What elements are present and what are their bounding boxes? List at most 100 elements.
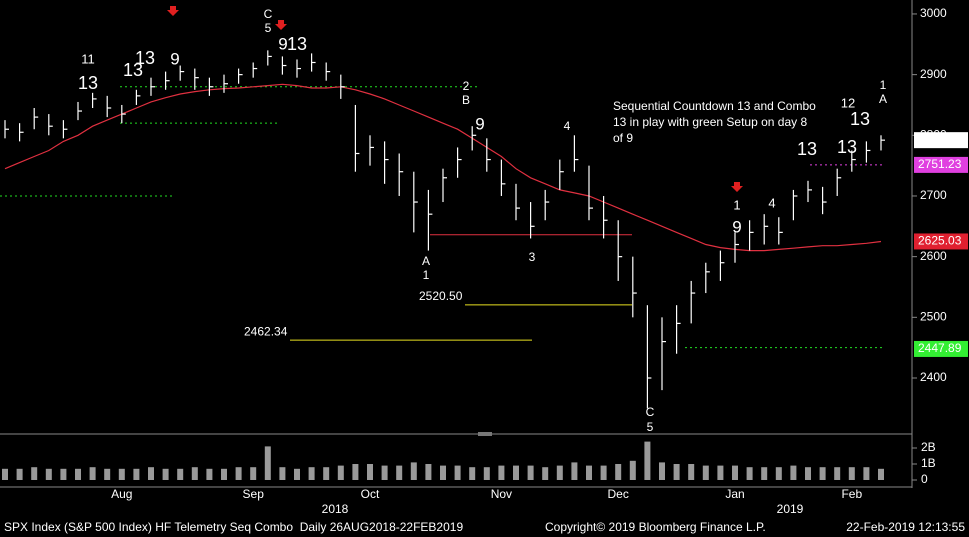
volume-bar bbox=[717, 465, 724, 480]
signal-label: A bbox=[422, 254, 430, 268]
volume-bar bbox=[410, 462, 417, 480]
signal-label: 2 bbox=[463, 79, 470, 93]
volume-bar bbox=[45, 468, 52, 480]
signal-label: 1 bbox=[423, 268, 430, 282]
signal-label: C bbox=[646, 405, 655, 419]
signal-label: 4 bbox=[768, 195, 775, 210]
volume-bar bbox=[118, 468, 125, 480]
signal-label: 5 bbox=[647, 420, 654, 434]
signal-label: B bbox=[462, 93, 470, 107]
volume-bar bbox=[177, 468, 184, 480]
note-text: Sequential Countdown 13 and Combo bbox=[613, 99, 816, 113]
volume-bar bbox=[425, 464, 432, 480]
x-tick-label: Aug bbox=[111, 487, 132, 501]
note-text: of 9 bbox=[613, 131, 633, 145]
signal-label: 13 bbox=[287, 34, 307, 54]
price-tag-label: 2792.01 bbox=[918, 132, 962, 146]
signal-label: 13 bbox=[123, 60, 143, 80]
signal-label: 1 bbox=[733, 197, 740, 212]
volume-bar bbox=[367, 464, 373, 480]
y-tick-label: 2500 bbox=[920, 309, 947, 323]
year-label: 2018 bbox=[322, 502, 349, 516]
signal-label: 1 bbox=[880, 78, 887, 92]
volume-bar bbox=[834, 467, 841, 480]
signal-label: 13 bbox=[837, 137, 857, 157]
volume-tick-label: 2B bbox=[921, 440, 936, 454]
signal-label: 11 bbox=[81, 51, 95, 66]
y-tick-label: 2400 bbox=[920, 370, 947, 384]
signal-arrow bbox=[167, 6, 179, 16]
volume-bar bbox=[337, 465, 344, 480]
y-tick-label: 3000 bbox=[920, 6, 947, 20]
price-tag bbox=[914, 340, 968, 357]
x-tick-label: Nov bbox=[491, 487, 512, 501]
footer-left: SPX Index (S&P 500 Index) HF Telemetry S… bbox=[4, 520, 463, 534]
volume-bar bbox=[805, 467, 811, 480]
year-label: 2019 bbox=[777, 502, 804, 516]
volume-bar bbox=[732, 465, 738, 480]
x-tick-label: Feb bbox=[841, 487, 862, 501]
volume-bar bbox=[75, 468, 81, 480]
volume-bar bbox=[702, 465, 709, 480]
x-tick-label: Jan bbox=[725, 487, 744, 501]
volume-bar bbox=[586, 465, 592, 480]
volume-bar bbox=[498, 465, 505, 480]
signal-label: 9 bbox=[170, 49, 179, 68]
volume-bar bbox=[527, 465, 534, 480]
volume-bar bbox=[162, 468, 169, 480]
signal-label: 9 bbox=[278, 34, 287, 53]
signal-label: 5 bbox=[265, 21, 272, 35]
footer-center: Copyright© 2019 Bloomberg Finance L.P. bbox=[545, 520, 766, 534]
price-tag-label: 2751.23 bbox=[918, 157, 962, 171]
volume-bar bbox=[688, 464, 695, 480]
volume-bar bbox=[323, 467, 330, 480]
volume-bar bbox=[469, 467, 476, 480]
volume-tick-label: 0 bbox=[921, 472, 928, 486]
price-tag bbox=[914, 233, 968, 250]
volume-bar bbox=[878, 468, 884, 480]
divider-handle bbox=[478, 432, 492, 436]
volume-bar bbox=[542, 467, 549, 480]
volume-bar bbox=[206, 468, 213, 480]
volume-bar bbox=[673, 464, 680, 480]
signal-label: 9 bbox=[475, 114, 484, 133]
volume-bar bbox=[381, 465, 388, 480]
price-tag bbox=[914, 156, 968, 173]
volume-bar bbox=[308, 467, 315, 480]
volume-bar bbox=[440, 465, 446, 480]
volume-bar bbox=[790, 465, 797, 480]
volume-bar bbox=[848, 467, 855, 480]
signal-label: 13 bbox=[78, 73, 98, 93]
y-tick-label: 2900 bbox=[920, 67, 947, 81]
volume-bar bbox=[483, 467, 490, 480]
volume-bar bbox=[513, 465, 519, 480]
volume-bar bbox=[104, 468, 111, 480]
volume-bar bbox=[600, 465, 607, 480]
volume-bar bbox=[819, 467, 826, 480]
volume-bar bbox=[571, 462, 578, 480]
volume-bar bbox=[615, 464, 622, 480]
volume-bar bbox=[396, 465, 403, 480]
signal-label: 3 bbox=[529, 250, 536, 264]
volume-bar bbox=[644, 441, 651, 480]
signal-label: C bbox=[264, 7, 273, 21]
volume-bar bbox=[863, 467, 870, 480]
volume-bar bbox=[454, 465, 461, 480]
volume-tick-label: 1B bbox=[921, 456, 936, 470]
volume-bar bbox=[352, 464, 359, 480]
volume-bar bbox=[294, 468, 300, 480]
volume-bar bbox=[235, 467, 242, 480]
signal-label: 12 bbox=[841, 95, 855, 110]
signal-label: A bbox=[879, 92, 887, 106]
price-tag-label: 2447.89 bbox=[918, 341, 962, 355]
signal-arrow bbox=[731, 182, 743, 192]
volume-bar bbox=[629, 460, 636, 480]
y-tick-label: 2700 bbox=[920, 188, 947, 202]
volume-bar bbox=[191, 467, 198, 480]
price-tag bbox=[914, 132, 968, 149]
volume-bar bbox=[89, 467, 96, 480]
volume-bar bbox=[746, 467, 753, 480]
